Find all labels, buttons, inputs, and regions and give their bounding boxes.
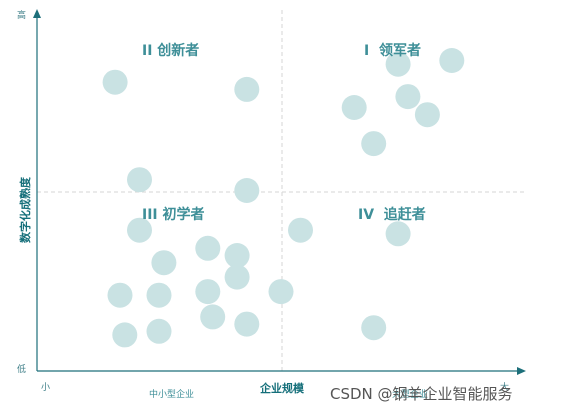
data-point-6 [439, 48, 465, 73]
y-tick-low: 低 [17, 363, 26, 375]
x-axis-title: 企业规模 [259, 381, 305, 395]
data-point-10 [361, 131, 387, 157]
quadrant-label-chaser: IV 追赶者 [358, 206, 426, 223]
data-point-17 [224, 264, 250, 290]
y-tick-high: 高 [17, 9, 26, 21]
data-point-2 [234, 76, 260, 102]
data-point-13 [385, 221, 411, 247]
data-point-12 [288, 217, 313, 243]
data-point-19 [146, 282, 172, 308]
data-point-16 [151, 250, 177, 276]
scatter-points [102, 48, 465, 348]
quadrant-label-innovator: II 创新者 [142, 42, 199, 59]
x-tick-low: 小 [41, 382, 50, 393]
data-point-26 [361, 315, 387, 341]
x-sublabel-large: 大型企业 [392, 388, 428, 400]
data-point-8 [341, 95, 367, 120]
data-point-7 [395, 84, 421, 110]
data-point-24 [112, 322, 138, 348]
data-point-20 [195, 279, 221, 305]
data-point-4 [234, 178, 260, 203]
data-point-5 [385, 51, 411, 77]
quadrant-label-leader: I 领军者 [364, 42, 421, 59]
x-axis-arrow [517, 367, 526, 375]
data-point-9 [414, 102, 440, 128]
data-point-1 [102, 69, 128, 95]
data-point-21 [268, 279, 294, 305]
data-point-22 [200, 304, 226, 330]
watermark-text: CSDN @钢羊企业智能服务 [330, 385, 513, 403]
y-axis-title: 数字化成熟度 [18, 176, 32, 243]
data-point-18 [107, 282, 133, 308]
quadrant-label-beginner: III 初学者 [142, 206, 205, 223]
y-axis-arrow [33, 9, 41, 18]
data-point-3 [127, 167, 152, 193]
data-point-11 [127, 217, 152, 243]
data-point-25 [146, 318, 172, 344]
data-point-23 [234, 311, 260, 337]
x-sublabel-small: 中小型企业 [149, 388, 194, 400]
data-point-15 [224, 243, 250, 268]
data-point-14 [195, 235, 221, 261]
x-tick-high: 大 [500, 381, 509, 393]
